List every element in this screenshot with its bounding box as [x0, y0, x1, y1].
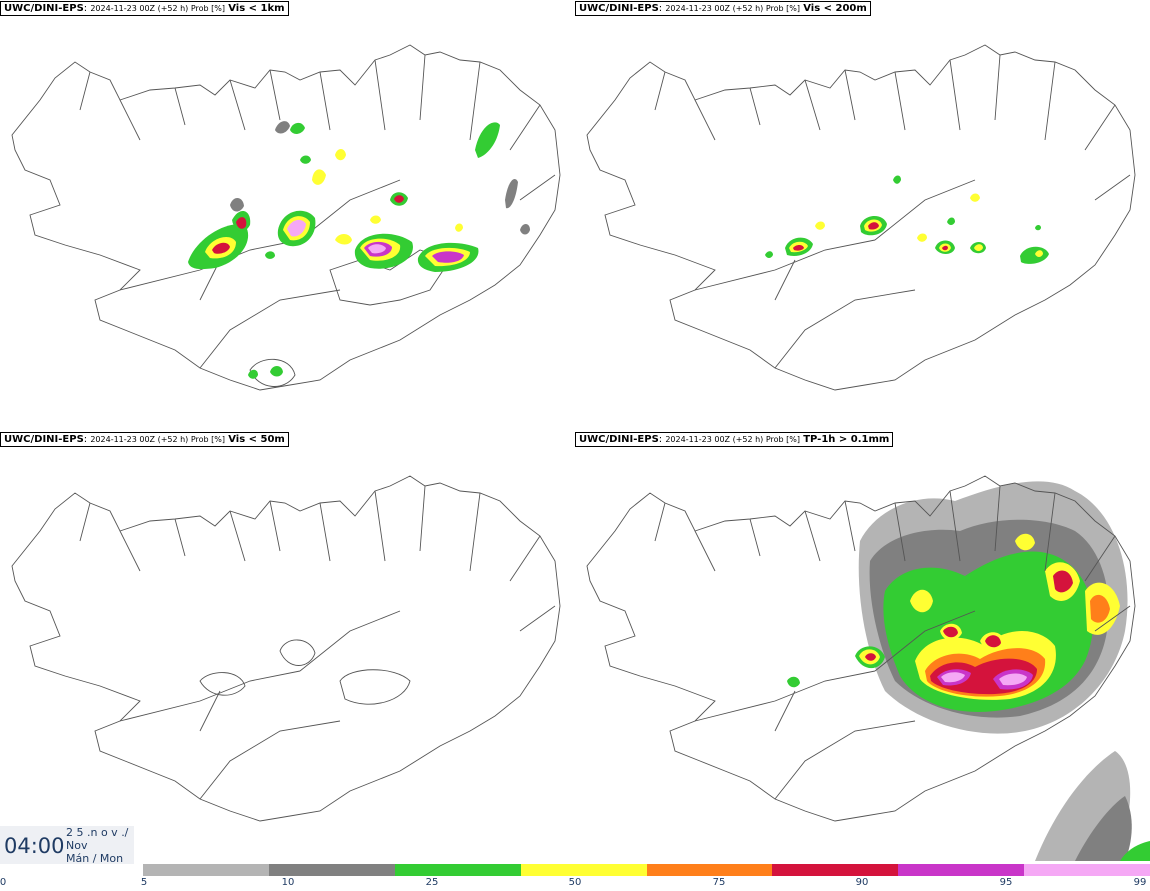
colorbar-ticks: 0 5 10 25 50 75 90 95 99 [0, 877, 1150, 891]
iceland-outline [586, 44, 1136, 391]
probability-field [787, 481, 1150, 861]
colorbar-tick: 75 [712, 877, 726, 888]
panel-title: UWC/DINI-EPS: 2024-11-23 00Z (+52 h) Pro… [0, 1, 289, 16]
variable-label: Vis < 200m [803, 3, 867, 14]
map-panel-vis-50m: UWC/DINI-EPS: 2024-11-23 00Z (+52 h) Pro… [0, 431, 575, 861]
colorbar-tick: 10 [281, 877, 295, 888]
colorbar-tick: 50 [568, 877, 582, 888]
colorbar-tick: 95 [999, 877, 1013, 888]
model-label: UWC/DINI-EPS [4, 3, 84, 14]
colorbar-segment [898, 864, 1025, 876]
iceland-map [586, 475, 1150, 861]
iceland-map [586, 44, 1136, 391]
variable-label: Vis < 50m [228, 434, 285, 445]
colorbar-tick: 5 [140, 877, 148, 888]
valid-time-box: 04:00 2 5 .n o v ./ Nov Mán / Mon [0, 826, 134, 865]
valid-time: 04:00 [4, 834, 65, 858]
colorbar-segment [1024, 864, 1150, 876]
variable-label: Vis < 1km [228, 3, 285, 14]
panel-title: UWC/DINI-EPS: 2024-11-23 00Z (+52 h) Pro… [0, 432, 289, 447]
model-label: UWC/DINI-EPS [579, 3, 659, 14]
map-panel-tp-1h: UWC/DINI-EPS: 2024-11-23 00Z (+52 h) Pro… [575, 431, 1150, 861]
colorbar-tick: 0 [0, 877, 7, 888]
map-panel-vis-1km: UWC/DINI-EPS: 2024-11-23 00Z (+52 h) Pro… [0, 0, 575, 430]
iceland-outline [586, 475, 1136, 822]
valid-date-line-1: 2 5 .n o v ./ [66, 826, 129, 839]
colorbar-segment [520, 864, 647, 876]
run-label: 2024-11-23 00Z (+52 h) Prob [%] [90, 435, 226, 444]
colorbar-segment [646, 864, 773, 876]
iceland-map [11, 475, 561, 822]
colorbar-segment [268, 864, 395, 876]
run-label: 2024-11-23 00Z (+52 h) Prob [%] [665, 4, 801, 13]
probability-field [188, 121, 530, 379]
panel-title: UWC/DINI-EPS: 2024-11-23 00Z (+52 h) Pro… [575, 432, 894, 447]
valid-date-line-3: Mán / Mon [66, 852, 124, 865]
iceland-outline [11, 475, 561, 822]
model-label: UWC/DINI-EPS [4, 434, 84, 445]
valid-date-line-2: Nov [66, 839, 88, 852]
variable-label: TP-1h > 0.1mm [803, 434, 890, 445]
panel-title: UWC/DINI-EPS: 2024-11-23 00Z (+52 h) Pro… [575, 1, 871, 16]
run-label: 2024-11-23 00Z (+52 h) Prob [%] [665, 435, 801, 444]
model-label: UWC/DINI-EPS [579, 434, 659, 445]
colorbar-tick: 90 [855, 877, 869, 888]
colorbar [143, 864, 1150, 876]
map-panel-vis-200m: UWC/DINI-EPS: 2024-11-23 00Z (+52 h) Pro… [575, 0, 1150, 430]
colorbar-tick: 25 [425, 877, 439, 888]
colorbar-tick: 99 [1133, 877, 1147, 888]
run-label: 2024-11-23 00Z (+52 h) Prob [%] [90, 4, 226, 13]
valid-date: 2 5 .n o v ./ Nov Mán / Mon [66, 826, 128, 865]
colorbar-segment [394, 864, 521, 876]
colorbar-segment [772, 864, 899, 876]
probability-field [765, 175, 1049, 264]
iceland-map [11, 44, 561, 391]
colorbar-segment [143, 864, 269, 876]
